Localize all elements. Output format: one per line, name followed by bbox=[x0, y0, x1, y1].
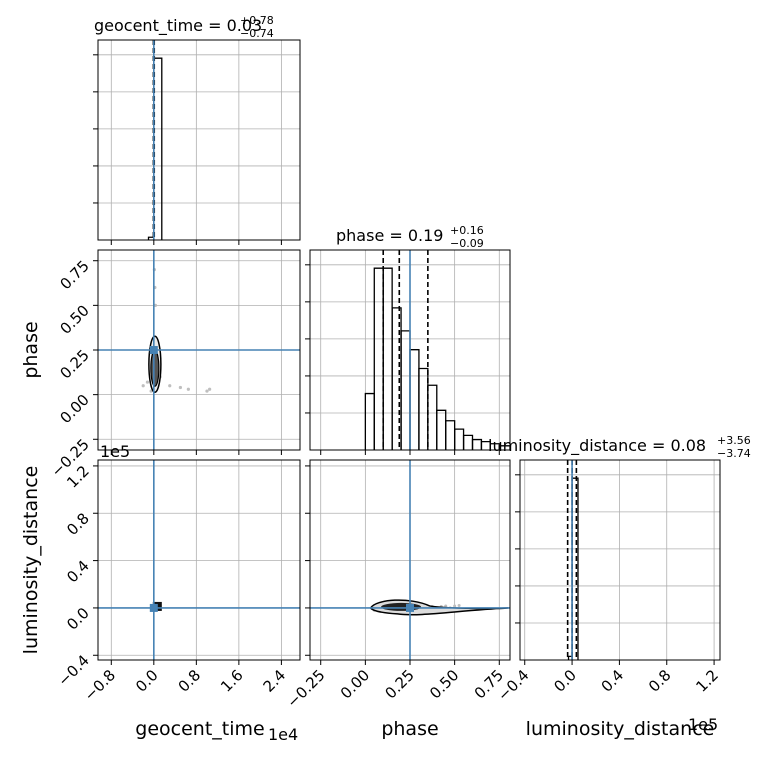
ytick-label-phase-1: 0.00 bbox=[56, 391, 92, 427]
scatter-point-phase-geocent-5 bbox=[186, 387, 190, 391]
hist-bar-phase-5 bbox=[409, 349, 420, 450]
title-phase-plus: +0.16 bbox=[450, 224, 484, 237]
xlabel-phase: phase bbox=[381, 718, 438, 740]
xtick-label-geocent_time-1: 0.0 bbox=[132, 666, 162, 696]
scatter-point-phase-geocent-7 bbox=[208, 387, 212, 391]
truth-marker-ld-phase bbox=[406, 603, 414, 612]
truth-marker-phase-geocent bbox=[149, 346, 158, 354]
scatter-point-ld-phase-19 bbox=[457, 604, 461, 608]
density-ld-phase bbox=[310, 460, 510, 660]
panel-geocent_time-geocent_time bbox=[98, 40, 300, 240]
hist-bar-phase-9 bbox=[445, 420, 456, 450]
title-geocent-time: geocent_time = 0.03 +0.78 −0.74 bbox=[94, 14, 274, 40]
title-phase-main: phase = 0.19 bbox=[336, 226, 443, 245]
title-luminosity-distance-minus: −3.74 bbox=[717, 447, 751, 460]
scatter-point-phase-geocent-3 bbox=[168, 384, 172, 388]
xtick-label-luminosity_distance-3: 0.8 bbox=[645, 666, 675, 696]
panel-luminosity_distance-luminosity_distance bbox=[520, 460, 720, 660]
truth-marker-ld-geocent bbox=[149, 603, 158, 612]
xlabel-luminosity-distance: luminosity_distance bbox=[526, 718, 715, 740]
xtick-label-phase-0: −0.25 bbox=[283, 666, 328, 711]
title-geocent-time-main: geocent_time = 0.03 bbox=[94, 16, 262, 36]
xtick-label-geocent_time-4: 2.4 bbox=[260, 666, 290, 696]
axes-frame-luminosity_distance-geocent_time bbox=[97, 459, 301, 661]
ytick-label-phase-3: 0.50 bbox=[56, 301, 92, 337]
title-luminosity-distance-main: luminosity_distance = 0.08 bbox=[488, 436, 706, 456]
hist-bar-phase-7 bbox=[427, 384, 438, 450]
ylabel-luminosity-distance: luminosity_distance bbox=[20, 466, 42, 655]
hist-bar-phase-15 bbox=[498, 445, 510, 450]
axes-frame-geocent_time-geocent_time bbox=[97, 39, 301, 241]
hist-bar-phase-4 bbox=[400, 330, 411, 450]
scatter-point-ld-phase-38 bbox=[453, 604, 457, 608]
title-geocent-time-minus: −0.74 bbox=[240, 27, 274, 40]
hist-bar-phase-8 bbox=[436, 409, 447, 450]
title-luminosity-distance-plus: +3.56 bbox=[717, 434, 751, 447]
hist-bar-phase-10 bbox=[453, 428, 465, 450]
title-phase: phase = 0.19 +0.16 −0.09 bbox=[336, 224, 484, 250]
ytick-label-luminosity_distance-1: 0.0 bbox=[63, 604, 93, 634]
chart-marks: −0.8 0.0 0.8 1.6 2.4−0.25 0.00 0.25 0.50 0.75−0.… bbox=[48, 39, 722, 711]
xtick-label-luminosity_distance-4: 1.2 bbox=[692, 666, 722, 696]
xtick-label-luminosity_distance-1: 0.0 bbox=[550, 666, 580, 696]
ytick-label-phase-2: 0.25 bbox=[56, 346, 92, 382]
offset-label-luminosity-distance-y: 1e5 bbox=[100, 442, 130, 461]
ylabel-phase: phase bbox=[20, 321, 42, 378]
offset-label-geocent-time-x: 1e4 bbox=[268, 725, 298, 744]
xtick-label-phase-1: 0.00 bbox=[337, 666, 373, 702]
xlabel-geocent-time: geocent_time bbox=[135, 718, 264, 740]
xtick-label-phase-2: 0.25 bbox=[381, 666, 417, 702]
xtick-label-phase-3: 0.50 bbox=[426, 666, 462, 702]
hist-bar-phase-11 bbox=[462, 434, 474, 450]
density-ld-geocent-time bbox=[98, 460, 300, 660]
scatter-point-phase-geocent-1 bbox=[145, 380, 150, 384]
panel-luminosity_distance-geocent_time bbox=[98, 460, 300, 660]
title-geocent-time-plus: +0.78 bbox=[240, 14, 274, 27]
ytick-label-luminosity_distance-2: 0.4 bbox=[63, 557, 93, 587]
contour-inner-ld-phase bbox=[381, 602, 422, 611]
scatter-point-phase-geocent-6 bbox=[205, 389, 209, 393]
xtick-label-geocent_time-2: 0.8 bbox=[175, 666, 205, 696]
ytick-label-luminosity_distance-3: 0.8 bbox=[63, 509, 93, 539]
xtick-label-geocent_time-0: −0.8 bbox=[81, 666, 119, 704]
hist-bar-phase-2 bbox=[382, 267, 393, 450]
ytick-label-phase-4: 0.75 bbox=[56, 257, 92, 293]
histogram-luminosity-distance bbox=[566, 460, 579, 660]
hist-bar-phase-0 bbox=[364, 392, 375, 450]
histogram-geocent-time bbox=[147, 40, 163, 240]
offset-label-luminosity-distance-x: 1e5 bbox=[688, 715, 718, 734]
density-phase-geocent-time bbox=[98, 250, 300, 450]
xtick-label-geocent_time-3: 1.6 bbox=[217, 666, 247, 696]
contour-inner-phase-geocent bbox=[150, 349, 160, 387]
axes-frame-luminosity_distance-luminosity_distance bbox=[519, 459, 721, 661]
title-luminosity-distance: luminosity_distance = 0.08 +3.56 −3.74 bbox=[488, 434, 751, 460]
title-phase-minus: −0.09 bbox=[450, 237, 484, 250]
histogram-phase bbox=[364, 250, 510, 450]
hist-bar-phase-6 bbox=[418, 367, 429, 450]
scatter-point-phase-geocent-8 bbox=[141, 384, 145, 388]
hist-bar-phase-1 bbox=[373, 267, 384, 450]
scatter-point-phase-geocent-4 bbox=[178, 385, 182, 390]
xtick-label-luminosity_distance-2: 0.4 bbox=[598, 666, 628, 696]
hist-bar-phase-12 bbox=[471, 438, 483, 450]
